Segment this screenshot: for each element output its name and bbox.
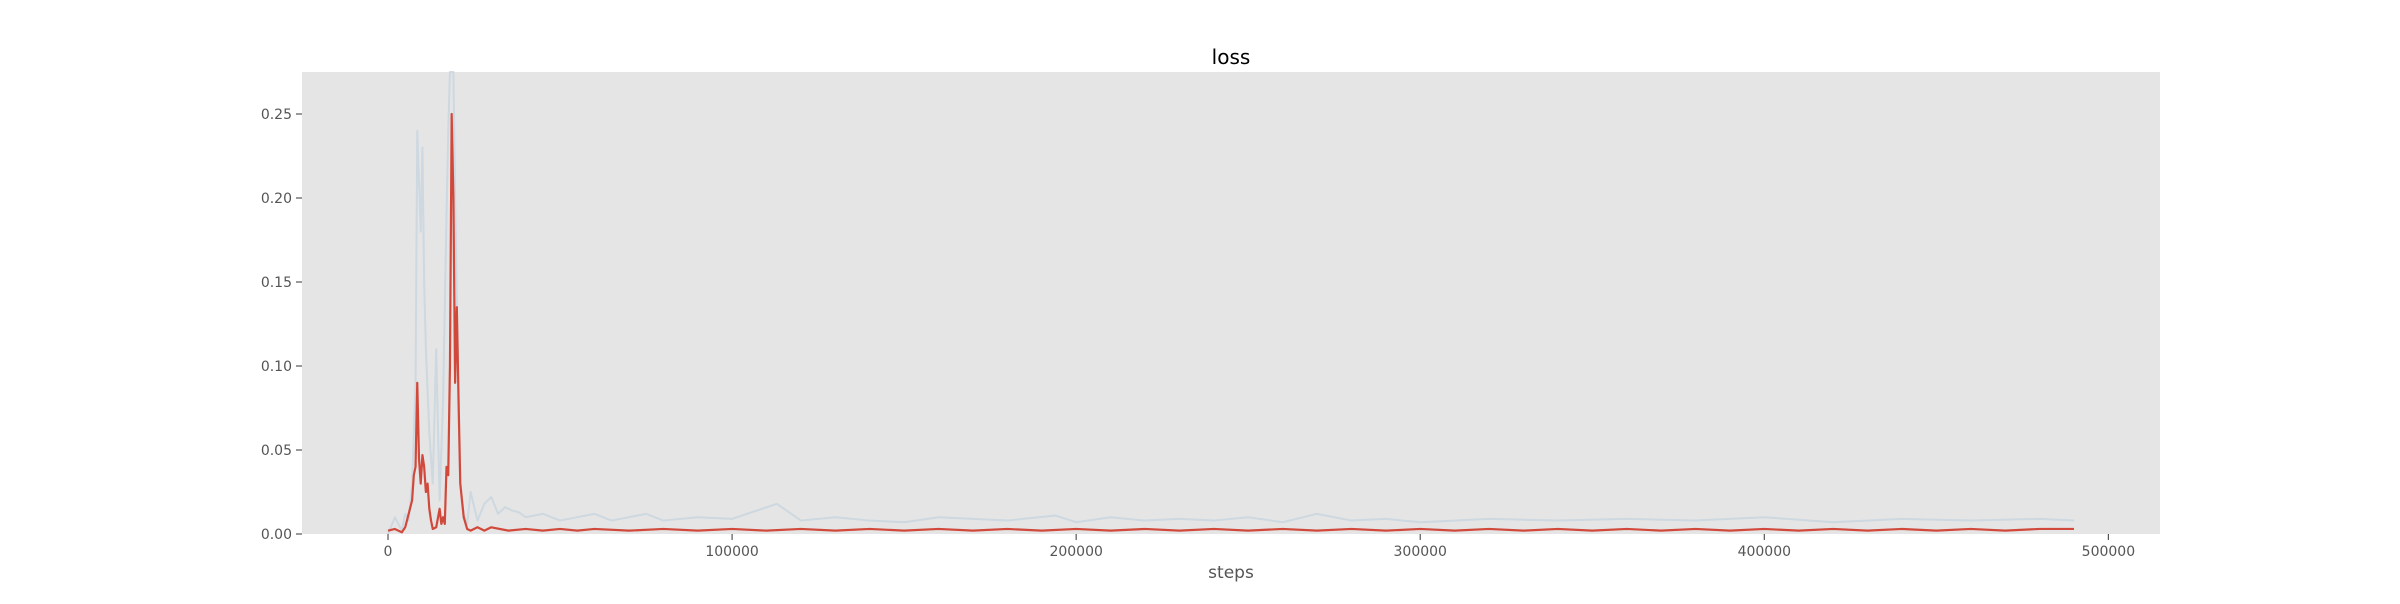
y-axis: 0.00 0.05 0.10 0.15 0.20 0.25 [261,107,302,543]
y-tick-label: 0.25 [261,107,292,123]
series-layer [387,71,2075,535]
x-tick-label: 100000 [705,544,758,560]
x-axis: 0 100000 200000 300000 400000 500000 [384,534,2135,560]
x-tick-label: 300000 [1394,544,1447,560]
y-tick-label: 0.20 [261,191,292,207]
y-tick-label: 0.05 [261,443,292,459]
y-tick-label: 0.15 [261,275,292,291]
x-tick-label: 0 [384,544,393,560]
series-line-raw [387,71,2075,535]
series-line-smoothed [387,112,2074,534]
x-tick-label: 200000 [1049,544,1102,560]
x-tick-label: 500000 [2082,544,2135,560]
plot-area [302,72,2160,534]
chart-title: loss [1212,45,1251,69]
x-axis-label: steps [1208,563,1254,583]
x-tick-label: 400000 [1738,544,1791,560]
y-tick-label: 0.00 [261,527,292,543]
y-tick-label: 0.10 [261,359,292,375]
